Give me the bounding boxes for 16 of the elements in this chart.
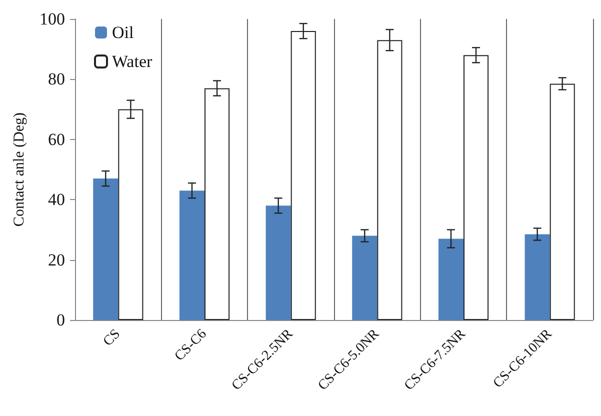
y-axis-title: Contact anle (Deg) <box>12 112 28 227</box>
bar <box>438 238 464 320</box>
y-tick-label: 60 <box>48 130 65 149</box>
bar <box>93 178 118 320</box>
y-tick-label: 100 <box>40 10 65 28</box>
bar <box>524 234 550 320</box>
x-tick-label: CS <box>100 326 124 350</box>
legend-label: Oil <box>112 23 134 42</box>
y-tick-label: 40 <box>48 190 65 210</box>
y-tick-label: 20 <box>48 250 65 270</box>
bar <box>266 206 291 320</box>
bar <box>352 236 378 320</box>
y-tick-label: 80 <box>48 70 65 89</box>
bar <box>179 190 204 320</box>
legend-label: Water <box>112 52 152 71</box>
y-tick-label: 0 <box>56 310 65 330</box>
